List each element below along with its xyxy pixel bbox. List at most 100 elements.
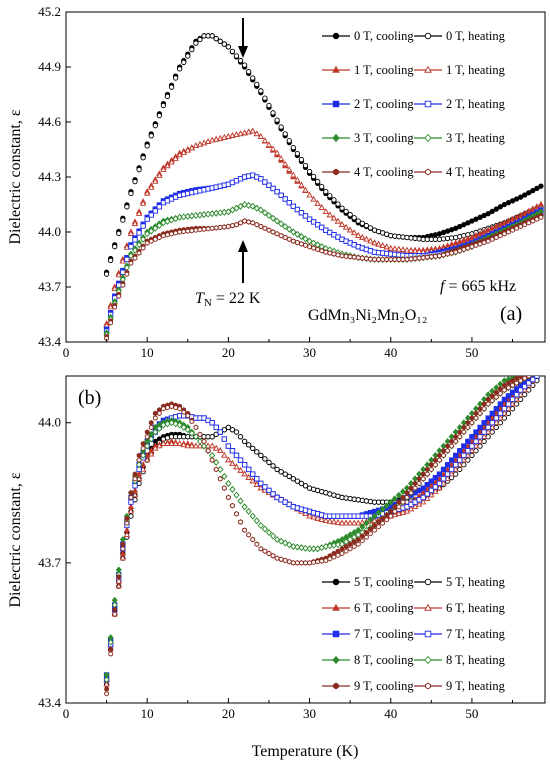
panel-b-series-3-point — [257, 484, 265, 491]
panel-b-series-8-point — [473, 410, 479, 417]
panel-a-series-0-point — [485, 211, 491, 217]
panel-b-series-3-point — [432, 488, 439, 494]
panel-b-series-9-point — [315, 558, 321, 565]
panel-b-series-7-point — [176, 421, 183, 429]
panel-b-series-3-point — [484, 428, 492, 435]
panel-b-series-6-point — [387, 498, 394, 506]
panel-a-series-7-point — [136, 241, 143, 249]
panel-b-series-7-point — [156, 425, 163, 432]
panel-b-series-9-point — [266, 550, 272, 557]
panel-a-series-3-point — [351, 229, 358, 236]
panel-a-series-9-point — [282, 234, 288, 241]
panel-a-series-1-point — [286, 138, 292, 144]
panel-b-series-9-point — [303, 560, 308, 566]
panel-a-series-1-point — [181, 59, 187, 66]
panel-b-series-9-point — [457, 434, 463, 440]
panel-a-series-2-point — [537, 200, 545, 207]
x-axis-title: Temperature (K) — [252, 743, 359, 760]
panel-a-series-3-point — [330, 214, 338, 221]
panel-b-series-9-point — [351, 543, 357, 550]
panel-a-series-1-point — [323, 189, 329, 195]
panel-a-series-9-point — [152, 236, 158, 243]
panel-b-series-5-point — [254, 476, 260, 482]
panel-b-series-9-point — [502, 387, 507, 393]
panel-b-series-7-point — [290, 543, 297, 550]
panel-b-series-7-point — [314, 545, 321, 553]
panel-a-series-3-point — [399, 246, 407, 253]
panel-b-series-8-point — [420, 471, 426, 477]
panel-b-series-3-point — [192, 442, 200, 449]
panel-a-series-1-point — [331, 197, 337, 203]
panel-b-series-9-point — [299, 560, 304, 566]
panel-a-series-1-point — [193, 40, 199, 46]
panel-b-series-8-point — [535, 369, 539, 373]
panel-b-series-8-point — [112, 606, 118, 613]
panel-b-series-9-point — [473, 415, 479, 421]
panel-a-xtick-label: 50 — [465, 345, 478, 360]
panel-a-series-1-point — [319, 183, 325, 190]
panel-b-series-6-point — [416, 470, 423, 478]
panel-b-series-8-point — [477, 405, 483, 412]
panel-a-label: (a) — [500, 303, 522, 325]
panel-b-series-9-point — [514, 380, 519, 386]
panel-a-series-3-point — [310, 195, 317, 202]
panel-a-series-3-point — [403, 246, 411, 253]
panel-b-series-8-point — [461, 424, 467, 431]
panel-b-series-5-point — [229, 448, 236, 454]
panel-a-series-3-point — [290, 171, 297, 178]
panel-b-series-3-point — [131, 491, 139, 498]
panel-b-series-6-point — [481, 395, 488, 403]
panel-b-series-7-point — [261, 525, 268, 533]
panel-b-legend-label: 7 T, cooling — [354, 627, 414, 641]
panel-b-series-7-point — [196, 437, 203, 445]
panel-b-series-5-point — [250, 471, 256, 477]
panel-b-series-9-point — [372, 527, 377, 533]
panel-b-series-9-point — [535, 369, 539, 373]
panel-b-series-4-point — [432, 474, 439, 481]
panel-a-series-3-point — [346, 226, 354, 233]
panel-a-series-3-point — [241, 129, 248, 136]
panel-b-series-9-point — [242, 527, 247, 533]
panel-b-series-3-point — [221, 451, 228, 458]
panel-a-series-0-point — [526, 190, 532, 196]
panel-b-series-9-point — [319, 558, 325, 564]
panel-b-legend-label: 7 T, heating — [446, 627, 506, 641]
panel-a-series-5-point — [306, 216, 313, 222]
panel-b-series-5-point — [213, 424, 219, 431]
panel-b-legend-marker — [332, 655, 340, 665]
panel-b-series-3-point — [144, 456, 151, 463]
panel-a-series-5-point — [286, 200, 292, 206]
panel-a-series-1-point — [282, 131, 288, 137]
panel-a-series-7-point — [148, 227, 155, 235]
panel-b-series-3-point — [148, 450, 155, 457]
panel-b-series-5-point — [448, 466, 455, 473]
panel-a-series-1-point — [229, 48, 236, 55]
panel-b-series-1-point — [286, 473, 292, 480]
panel-b-series-9-point — [152, 415, 158, 421]
panel-a-series-9-point — [197, 226, 203, 233]
panel-a-plot-area — [103, 33, 545, 342]
panel-b-series-5-point — [501, 406, 508, 412]
panel-a-xtick-label: 20 — [222, 345, 235, 360]
panel-b-series-3-point — [310, 513, 317, 520]
panel-b-series-6-point — [477, 400, 484, 408]
panel-b-series-9-point — [185, 412, 191, 419]
panel-a-series-9-point — [404, 256, 410, 263]
panel-a-series-1-point — [306, 168, 313, 175]
panel-a-series-1-point — [233, 53, 240, 59]
panel-b-series-8-point — [433, 457, 438, 463]
panel-b-series-7-point — [306, 545, 313, 553]
panel-a-series-7-point — [156, 222, 163, 230]
panel-b-series-7-point — [233, 491, 240, 499]
panel-b-series-8-point — [514, 376, 519, 382]
panel-b-series-9-point — [400, 499, 406, 505]
panel-b-series-5-point — [513, 392, 520, 398]
panel-b-series-3-point — [253, 481, 260, 487]
panel-a-series-9-point — [396, 256, 402, 263]
panel-b-series-9-point — [234, 511, 239, 517]
panel-b-series-5-point — [481, 429, 487, 435]
panel-b-series-3-point — [355, 519, 362, 526]
panel-b-legend-label: 6 T, heating — [446, 601, 506, 615]
panel-a-legend-item: 0 T, heating — [414, 29, 506, 43]
panel-a-series-5-point — [262, 179, 268, 185]
